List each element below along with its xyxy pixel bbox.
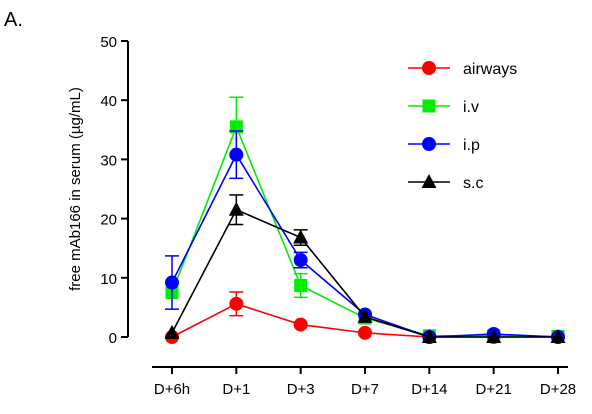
data-point: [229, 296, 244, 311]
data-point: [293, 229, 309, 244]
x-tick-label: D+21: [476, 381, 512, 398]
panel-label: A.: [4, 9, 23, 31]
x-tick-label: D+14: [411, 381, 447, 398]
data-point: [229, 147, 244, 162]
x-tick-label: D+3: [287, 381, 315, 398]
y-tick-label: 40: [100, 93, 117, 110]
plot-area: [164, 96, 566, 344]
data-point: [357, 308, 373, 323]
legend-marker: [422, 137, 436, 151]
data-point: [294, 278, 308, 292]
data-point: [229, 120, 243, 134]
data-point: [550, 329, 566, 343]
series-s-c: [164, 194, 566, 343]
y-tick-label: 30: [100, 152, 117, 169]
x-tick-label: D+1: [222, 381, 250, 398]
y-axis-title: free mAb166 in serum (µg/mL): [67, 87, 84, 291]
legend-item: i.v: [408, 99, 479, 116]
data-point: [293, 317, 308, 332]
data-point: [165, 275, 179, 290]
legend-marker: [422, 99, 436, 113]
data-point: [486, 329, 502, 343]
legend-label: s.c: [463, 175, 483, 192]
x-tick-label: D+28: [540, 381, 576, 398]
series-i-v: [165, 96, 565, 343]
legend-marker: [422, 61, 436, 75]
y-tick-label: 0: [109, 330, 117, 347]
x-tick-label: D+7: [351, 381, 379, 398]
legend-label: airways: [463, 61, 517, 78]
y-axis: 0 10 20 30 40 50: [100, 34, 129, 347]
y-tick-label: 20: [100, 212, 117, 229]
legend-item: i.p: [408, 137, 480, 154]
data-point: [228, 201, 244, 216]
legend-item: airways: [408, 61, 517, 78]
data-point: [421, 329, 437, 343]
data-point: [293, 253, 308, 268]
legend-label: i.p: [463, 137, 480, 154]
legend-item: s.c: [408, 174, 483, 192]
data-point: [164, 324, 180, 339]
x-tick-label: D+6h: [154, 381, 190, 398]
legend-label: i.v: [463, 99, 479, 116]
data-point: [358, 325, 372, 340]
legend-marker: [421, 174, 437, 188]
legend: airways i.v i.p s.c: [408, 61, 517, 192]
y-tick-label: 50: [100, 34, 117, 51]
x-axis: D+6h D+1 D+3 D+7 D+14 D+21 D+28: [152, 366, 576, 398]
y-tick-label: 10: [100, 271, 117, 288]
